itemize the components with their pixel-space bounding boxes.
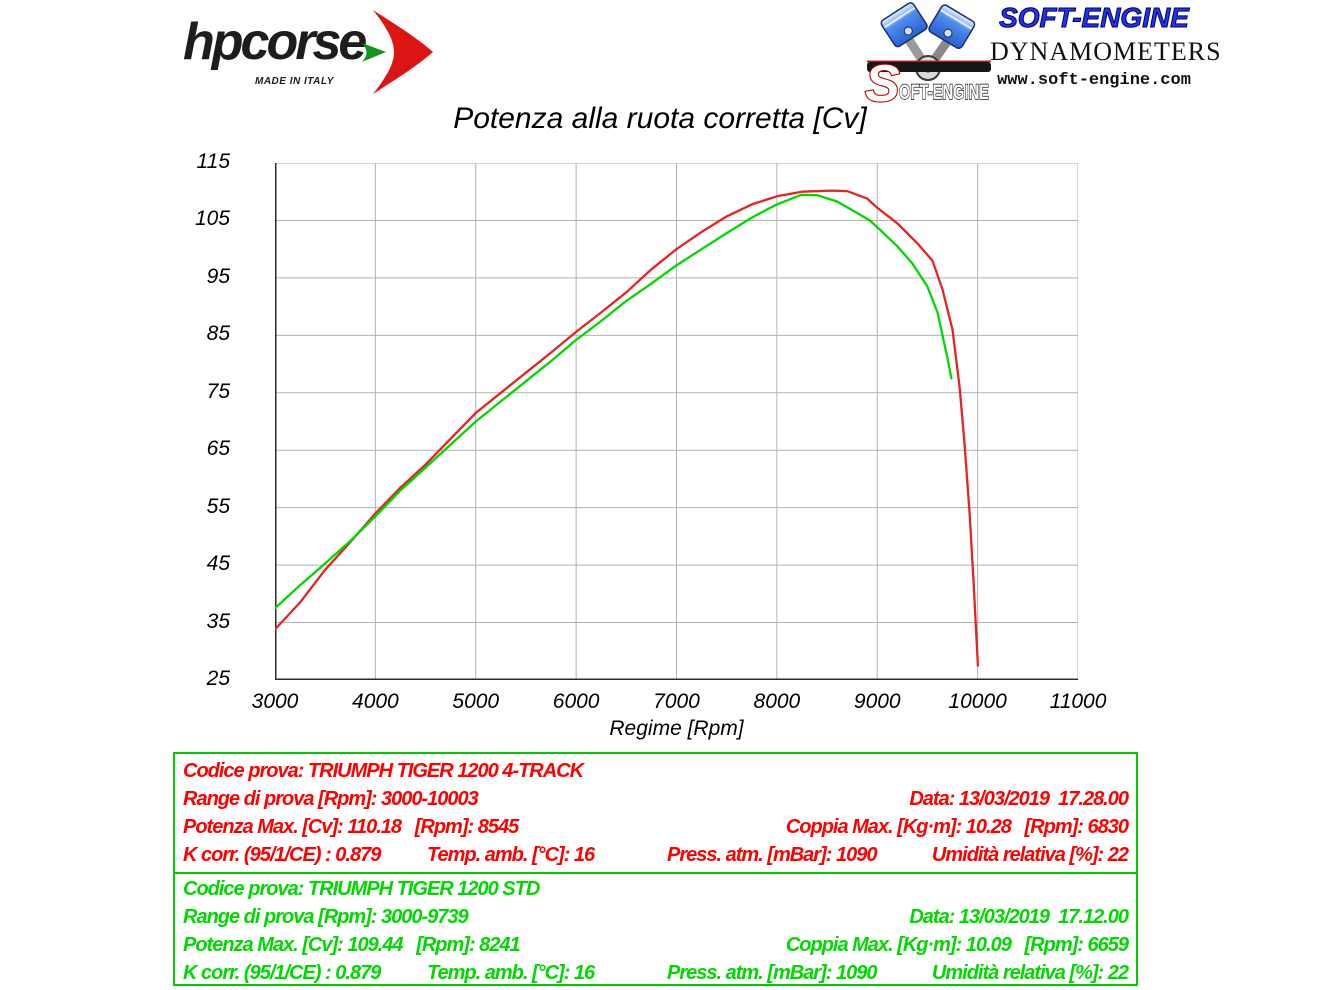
x-axis-label: Regime [Rpm]: [609, 717, 744, 740]
umidita-line: Umidità relativa [%]: 22: [931, 962, 1129, 984]
hpcorse-brand-text: hpcorse: [183, 13, 367, 71]
softengine-website: www.soft-engine.com: [997, 71, 1191, 90]
y-tick-label: 25: [206, 667, 230, 690]
k-corr-line: K corr. (95/1/CE) : 0.879: [183, 844, 381, 866]
press-atm-line: Press. atm. [mBar]: 1090: [667, 962, 877, 984]
chart-title: Potenza alla ruota corretta [Cv]: [453, 102, 867, 135]
x-tick-label: 6000: [552, 690, 600, 713]
y-tick-label: 115: [196, 150, 230, 173]
x-tick-label: 8000: [753, 690, 801, 713]
x-tick-label: 5000: [452, 690, 500, 713]
y-tick-label: 65: [206, 437, 230, 461]
coppia-max-line: Coppia Max. [Kg·m]: 10.28 [Rpm]: 6830: [785, 816, 1129, 838]
press-atm-line: Press. atm. [mBar]: 1090: [667, 844, 877, 866]
k-corr-line: K corr. (95/1/CE) : 0.879: [183, 962, 381, 984]
softengine-pistons-icon: S OFT-ENGINE: [864, 2, 991, 105]
codice-prova-line: Codice prova: TRIUMPH TIGER 1200 4-TRACK: [183, 760, 584, 782]
x-tick-label: 4000: [352, 690, 399, 713]
temp-amb-line: Temp. amb. [°C]: 16: [427, 962, 595, 984]
hpcorse-logo: hpcorse MADE IN ITALY: [183, 6, 443, 98]
codice-prova-line: Codice prova: TRIUMPH TIGER 1200 STD: [183, 878, 540, 900]
power-curve-plot: [275, 163, 1078, 680]
y-tick-label: 55: [206, 494, 230, 518]
coppia-max-line: Coppia Max. [Kg·m]: 10.09 [Rpm]: 6659: [785, 934, 1129, 956]
hpcorse-arrow-icon: [362, 10, 433, 94]
curve-std: [275, 193, 953, 610]
temp-amb-line: Temp. amb. [°C]: 16: [427, 844, 595, 866]
y-tick-label: 45: [206, 552, 230, 576]
softengine-subtitle: DYNAMOMETERS: [990, 37, 1222, 66]
y-tick-label: 75: [206, 379, 230, 403]
softengine-title: SOFT-ENGINE: [999, 2, 1190, 34]
potenza-max-line: Potenza Max. [Cv]: 109.44 [Rpm]: 8241: [183, 934, 521, 956]
range-prova-line: Range di prova [Rpm]: 3000-10003: [183, 788, 479, 810]
y-tick-label: 35: [206, 609, 230, 633]
x-tick-label: 7000: [653, 690, 700, 713]
curve-4track: [275, 189, 980, 667]
y-tick-label: 105: [194, 207, 230, 231]
softengine-emblem-initial: S: [865, 55, 900, 105]
range-prova-line: Range di prova [Rpm]: 3000-9739: [183, 906, 469, 928]
data-ora-line: Data: 13/03/2019 17.28.00: [909, 788, 1129, 810]
softengine-logo: S OFT-ENGINE SOFT-ENGINE DYNAMOMETERS ww…: [863, 0, 1222, 106]
hpcorse-tagline: MADE IN ITALY: [255, 76, 334, 87]
y-tick-label: 95: [206, 264, 230, 288]
potenza-max-line: Potenza Max. [Cv]: 110.18 [Rpm]: 8545: [183, 816, 519, 838]
x-tick-label: 3000: [251, 690, 299, 713]
softengine-emblem-text: OFT-ENGINE: [899, 81, 989, 104]
info-box-divider: [175, 872, 1136, 874]
test-info-box: Codice prova: TRIUMPH TIGER 1200 4-TRACK…: [173, 752, 1138, 986]
x-tick-label: 9000: [853, 690, 901, 713]
umidita-line: Umidità relativa [%]: 22: [931, 844, 1129, 866]
data-ora-line: Data: 13/03/2019 17.12.00: [909, 906, 1129, 928]
x-tick-label: 11000: [1049, 690, 1107, 713]
y-tick-label: 85: [206, 322, 230, 346]
x-tick-label: 10000: [948, 690, 1007, 713]
